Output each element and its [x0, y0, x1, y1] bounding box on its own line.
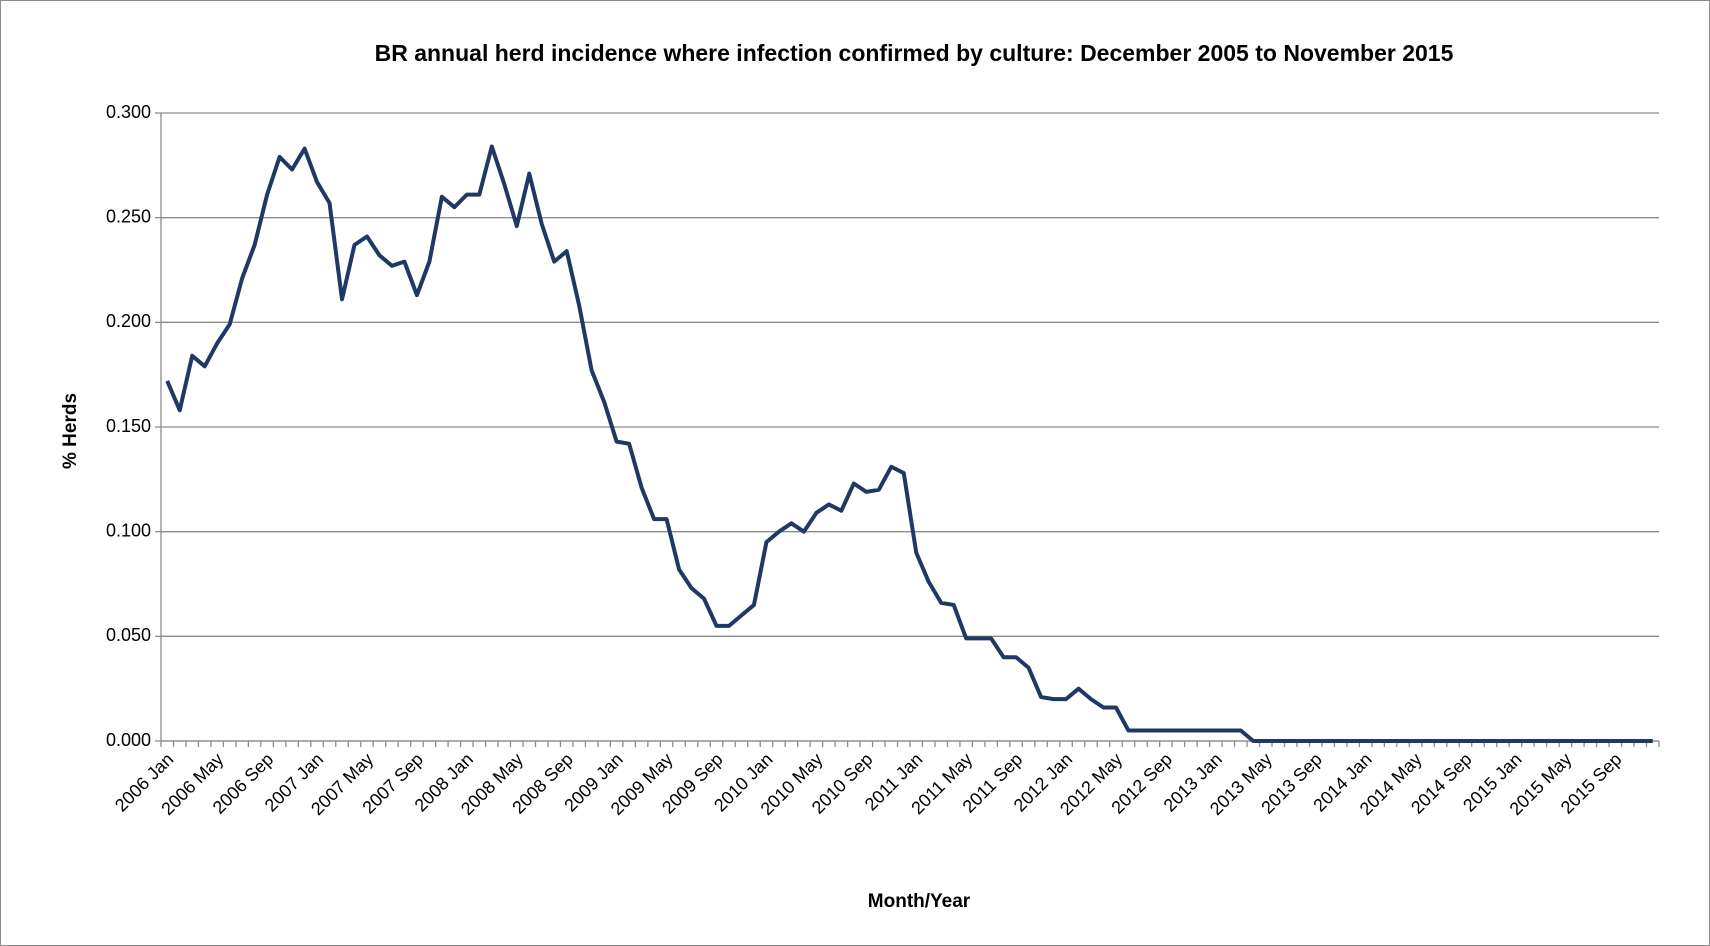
y-tick-label: 0.250 [106, 206, 151, 226]
y-tick-label: 0.150 [106, 416, 151, 436]
y-tick-label: 0.000 [106, 730, 151, 750]
y-tick-label: 0.100 [106, 520, 151, 540]
y-tick-label: 0.300 [106, 102, 151, 122]
y-axis-label: % Herds [60, 393, 81, 469]
chart-title: BR annual herd incidence where infection… [375, 40, 1454, 66]
y-tick-label: 0.050 [106, 625, 151, 645]
x-axis-label: Month/Year [868, 891, 971, 912]
y-tick-label: 0.200 [106, 311, 151, 331]
data-line [165, 144, 1653, 743]
